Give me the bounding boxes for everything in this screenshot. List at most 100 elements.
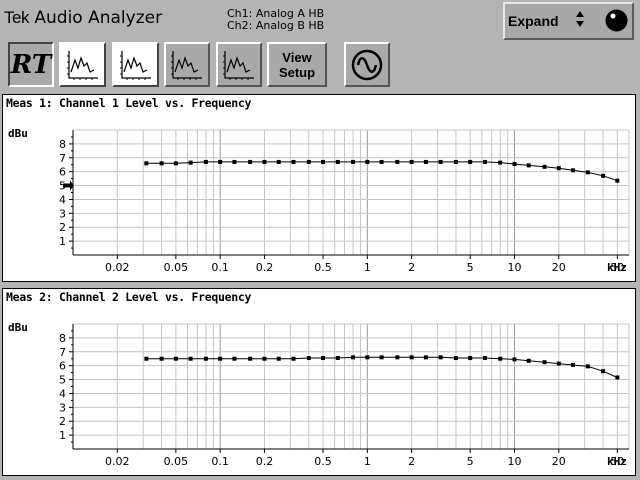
data-point (262, 356, 267, 361)
data-point (542, 164, 547, 169)
data-point (482, 159, 487, 164)
data-point (512, 357, 517, 362)
data-point (395, 159, 400, 164)
data-point (144, 161, 149, 166)
x-tick-label: 50 (610, 455, 624, 468)
y-tick-label: 2 (59, 415, 66, 428)
channel-info: Ch1: Analog A HB Ch2: Analog B HB (227, 8, 324, 32)
data-point (512, 162, 517, 167)
x-tick-label: 50 (610, 261, 624, 274)
data-point (409, 159, 414, 164)
y-tick-label: 6 (59, 166, 66, 179)
x-tick-label: 0.2 (256, 455, 274, 468)
data-point (159, 356, 164, 361)
x-tick-label: 0.1 (211, 455, 229, 468)
graph-icon (223, 50, 254, 80)
data-point (409, 355, 414, 360)
x-tick-label: 0.02 (105, 455, 130, 468)
realtime-button[interactable]: RT (8, 42, 54, 87)
data-point (351, 159, 356, 164)
rt-label: RT (10, 49, 52, 80)
x-tick-label: 2 (408, 261, 415, 274)
generator-button[interactable] (344, 42, 390, 87)
data-point (526, 163, 531, 168)
data-point (615, 375, 620, 380)
sine-wave-icon (351, 49, 383, 80)
y-tick-label: 1 (59, 429, 66, 442)
x-tick-label: 1 (364, 455, 371, 468)
brand-name: Audio Analyzer (34, 8, 163, 28)
graph-4-button[interactable] (216, 42, 262, 87)
x-tick-label: 20 (552, 261, 566, 274)
data-point (468, 356, 473, 361)
view-setup-line1: View (282, 49, 312, 65)
y-axis-label: dBu (8, 127, 28, 140)
x-tick-label: 0.05 (164, 455, 189, 468)
knob-icon[interactable] (604, 8, 629, 33)
data-point (306, 356, 311, 361)
expand-label: Expand (508, 13, 559, 29)
data-point (498, 160, 503, 165)
x-tick-label: 20 (552, 455, 566, 468)
x-tick-label: 2 (408, 455, 415, 468)
data-point (526, 358, 531, 363)
data-point (556, 166, 561, 171)
data-point (453, 356, 458, 361)
y-tick-label: 1 (59, 235, 66, 248)
x-tick-label: 0.5 (314, 455, 332, 468)
graph-1-button[interactable] (59, 42, 106, 87)
data-point (601, 173, 606, 178)
app-title: Tek Audio Analyzer (4, 8, 162, 28)
graph-2-button[interactable] (112, 42, 159, 87)
expand-control[interactable]: Expand (503, 2, 634, 40)
x-tick-label: 5 (467, 261, 474, 274)
data-point (379, 159, 384, 164)
data-point (144, 356, 149, 361)
y-tick-label: 8 (59, 138, 66, 151)
data-point (423, 355, 428, 360)
up-down-spinner-icon[interactable] (575, 10, 585, 31)
graph-3-button[interactable] (164, 42, 210, 87)
data-point (173, 356, 178, 361)
data-point (321, 159, 326, 164)
x-tick-label: 0.02 (105, 261, 130, 274)
data-point (498, 356, 503, 361)
data-point (218, 159, 223, 164)
y-tick-label: 7 (59, 346, 66, 359)
x-tick-label: 10 (507, 261, 521, 274)
x-tick-label: 1 (364, 261, 371, 274)
data-point (291, 159, 296, 164)
y-axis-label: dBu (8, 321, 28, 334)
data-point (248, 159, 253, 164)
data-point (306, 159, 311, 164)
x-tick-label: 10 (507, 455, 521, 468)
y-tick-label: 4 (59, 387, 66, 400)
x-tick-label: 5 (467, 455, 474, 468)
data-point (395, 355, 400, 360)
data-point (276, 159, 281, 164)
data-point (585, 364, 590, 369)
data-point (571, 168, 576, 173)
y-tick-label: 7 (59, 152, 66, 165)
data-point (365, 159, 370, 164)
data-point (351, 355, 356, 360)
y-tick-label: 5 (59, 374, 66, 387)
data-point (453, 159, 458, 164)
data-point (291, 356, 296, 361)
x-tick-label: 0.5 (314, 261, 332, 274)
y-tick-label: 6 (59, 360, 66, 373)
x-axis-label: kHz (607, 261, 627, 274)
data-point (203, 159, 208, 164)
data-point (188, 160, 193, 165)
toolbar: RT View Setup (0, 42, 640, 90)
title-bar: Tek Audio Analyzer Ch1: Analog A HB Ch2:… (0, 0, 640, 42)
view-setup-button[interactable]: View Setup (267, 42, 327, 87)
brand-tek: Tek (4, 8, 29, 27)
y-tick-label: 3 (59, 207, 66, 220)
graph-icon (119, 50, 151, 80)
x-tick-label: 0.1 (211, 261, 229, 274)
